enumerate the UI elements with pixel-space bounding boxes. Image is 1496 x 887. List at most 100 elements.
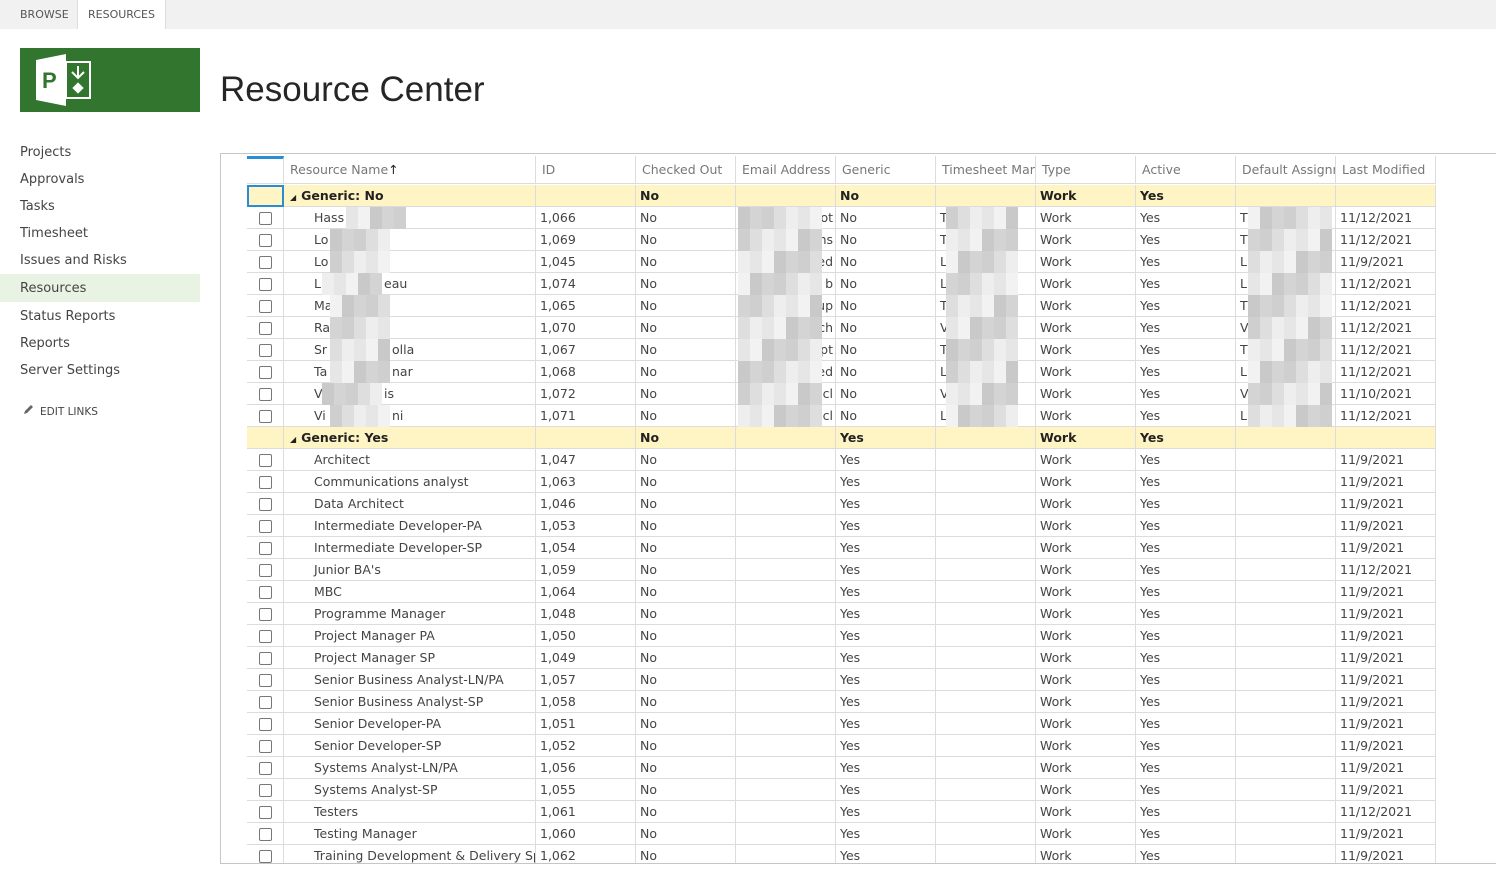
cell-name[interactable]: Vi xyxy=(284,405,536,427)
row-checkbox[interactable] xyxy=(259,740,272,753)
column-header[interactable]: Checked Out xyxy=(636,156,736,184)
row-checkbox[interactable] xyxy=(259,388,272,401)
column-header[interactable]: Type xyxy=(1036,156,1136,184)
row-checkbox[interactable] xyxy=(259,762,272,775)
row-checkbox[interactable] xyxy=(259,784,272,797)
row-checkbox[interactable] xyxy=(259,806,272,819)
redaction-block xyxy=(958,207,970,229)
cell-name[interactable]: Senior Business Analyst-SP xyxy=(284,691,536,713)
nav-link[interactable]: Timesheet xyxy=(20,226,88,241)
row-checkbox[interactable] xyxy=(259,322,272,335)
column-header[interactable]: Last Modified xyxy=(1336,156,1436,184)
cell-name[interactable]: MBC xyxy=(284,581,536,603)
nav-link[interactable]: Tasks xyxy=(20,199,55,214)
row-checkbox[interactable] xyxy=(259,344,272,357)
cell-name[interactable]: Intermediate Developer-SP xyxy=(284,537,536,559)
cell-name[interactable]: Systems Analyst-SP xyxy=(284,779,536,801)
cell-name[interactable]: Data Architect xyxy=(284,493,536,515)
cell-type: Work xyxy=(1036,449,1136,471)
cell-name[interactable]: Lo xyxy=(284,251,536,273)
row-checkbox[interactable] xyxy=(259,300,272,313)
cell-type: Work xyxy=(1036,471,1136,493)
cell-active: Yes xyxy=(1136,779,1236,801)
row-checkbox[interactable] xyxy=(259,366,272,379)
cell-name[interactable]: Lo xyxy=(284,229,536,251)
cell-name[interactable]: Project Manager PA xyxy=(284,625,536,647)
redaction-block xyxy=(774,229,786,251)
row-checkbox[interactable] xyxy=(259,564,272,577)
redaction-block xyxy=(774,251,786,273)
column-header[interactable]: Resource Name↑ xyxy=(284,156,536,184)
collapse-arrow[interactable]: ◢ xyxy=(290,193,297,202)
column-header[interactable]: Default Assignr xyxy=(1236,156,1336,184)
cell-name[interactable]: Testers xyxy=(284,801,536,823)
cell-name[interactable]: Systems Analyst-LN/PA xyxy=(284,757,536,779)
cell-name[interactable]: L xyxy=(284,273,536,295)
column-header[interactable]: Email Address xyxy=(736,156,836,184)
row-checkbox[interactable] xyxy=(259,212,272,225)
tab[interactable]: RESOURCES xyxy=(77,0,166,29)
nav-link[interactable]: Approvals xyxy=(20,172,85,187)
cell-name[interactable]: Senior Developer-PA xyxy=(284,713,536,735)
cell-name[interactable]: Project Manager SP xyxy=(284,647,536,669)
nav-link[interactable]: Issues and Risks xyxy=(20,253,127,268)
row-checkbox[interactable] xyxy=(259,476,272,489)
cell-name[interactable]: Ma xyxy=(284,295,536,317)
row-checkbox[interactable] xyxy=(259,278,272,291)
cell-default xyxy=(1236,757,1336,779)
tab[interactable]: BROWSE xyxy=(20,8,69,21)
collapse-arrow[interactable]: ◢ xyxy=(290,435,297,444)
cell-name[interactable]: Senior Developer-SP xyxy=(284,735,536,757)
cell-last-modified: 11/9/2021 xyxy=(1336,515,1436,537)
row-checkbox[interactable] xyxy=(259,652,272,665)
redaction-block xyxy=(1248,317,1260,339)
cell-name[interactable]: Architect xyxy=(284,449,536,471)
row-checkbox[interactable] xyxy=(259,234,272,247)
nav-link[interactable]: Status Reports xyxy=(20,309,116,324)
row-checkbox[interactable] xyxy=(259,586,272,599)
column-header[interactable]: Active xyxy=(1136,156,1236,184)
group-label[interactable]: ◢ Generic: No xyxy=(284,185,536,207)
row-checkbox[interactable] xyxy=(259,608,272,621)
row-checkbox[interactable] xyxy=(259,828,272,841)
row-checkbox[interactable] xyxy=(259,674,272,687)
row-checkbox[interactable] xyxy=(259,718,272,731)
cell-name[interactable]: Intermediate Developer-PA xyxy=(284,515,536,537)
row-checkbox[interactable] xyxy=(259,410,272,423)
cell-name[interactable]: Junior BA's xyxy=(284,559,536,581)
nav-link[interactable]: Server Settings xyxy=(20,363,121,378)
redaction-block xyxy=(970,405,982,427)
cell-name[interactable]: Senior Business Analyst-LN/PA xyxy=(284,669,536,691)
edit-links[interactable]: EDIT LINKS xyxy=(22,404,98,418)
group-label[interactable]: ◢ Generic: Yes xyxy=(284,427,536,449)
cell-name[interactable]: Communications analyst xyxy=(284,471,536,493)
row-checkbox[interactable] xyxy=(259,454,272,467)
nav-link[interactable]: Resources xyxy=(20,281,87,296)
cell-name[interactable]: Testing Manager xyxy=(284,823,536,845)
group-selector xyxy=(247,185,284,207)
group-selector xyxy=(247,427,284,449)
cell-name[interactable]: Hass xyxy=(284,207,536,229)
cell-name[interactable]: Programme Manager xyxy=(284,603,536,625)
nav-link[interactable]: Projects xyxy=(20,145,72,160)
cell-name[interactable]: Ta xyxy=(284,361,536,383)
column-header[interactable]: ID xyxy=(536,156,636,184)
row-checkbox[interactable] xyxy=(259,696,272,709)
row-checkbox[interactable] xyxy=(259,542,272,555)
cell-name[interactable]: Training Development & Delivery Speciali… xyxy=(284,845,536,863)
column-header[interactable]: Timesheet Man xyxy=(936,156,1036,184)
cell-name[interactable]: V xyxy=(284,383,536,405)
group-value: Yes xyxy=(1136,185,1236,207)
cell-name[interactable]: Ra xyxy=(284,317,536,339)
row-checkbox[interactable] xyxy=(259,256,272,269)
cell-name[interactable]: Sr xyxy=(284,339,536,361)
row-checkbox[interactable] xyxy=(259,850,272,863)
nav-link[interactable]: Reports xyxy=(20,336,70,351)
column-header[interactable]: Generic xyxy=(836,156,936,184)
row-checkbox[interactable] xyxy=(259,520,272,533)
row-checkbox[interactable] xyxy=(259,630,272,643)
cell-id: 1,072 xyxy=(536,383,636,405)
edit-links-text[interactable]: EDIT LINKS xyxy=(40,406,98,418)
redaction-block xyxy=(394,207,406,229)
row-checkbox[interactable] xyxy=(259,498,272,511)
